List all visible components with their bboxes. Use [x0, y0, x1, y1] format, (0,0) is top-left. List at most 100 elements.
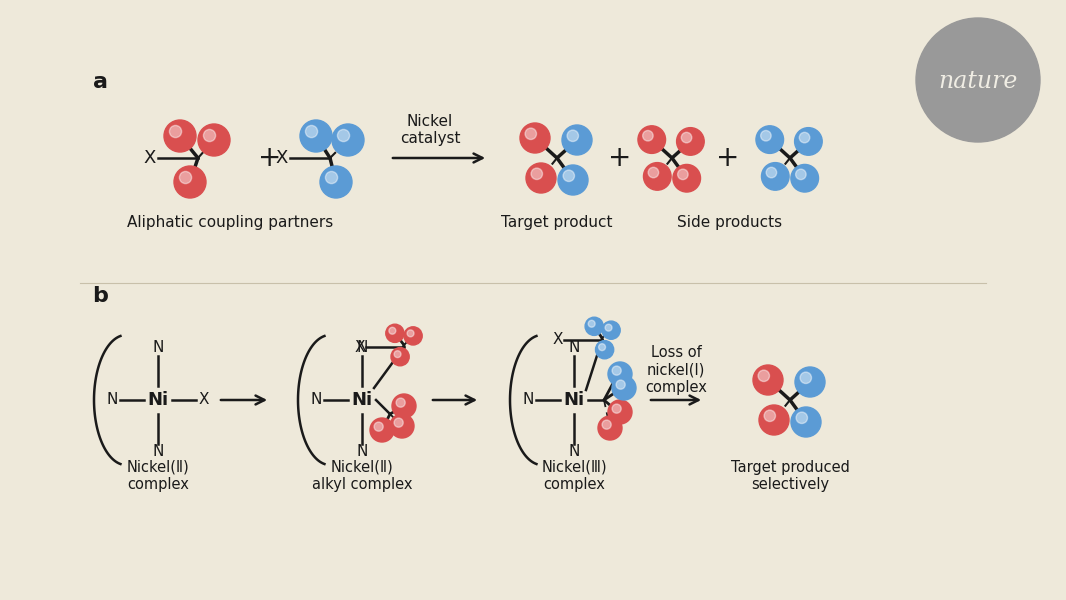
Circle shape: [648, 167, 659, 178]
Circle shape: [643, 130, 653, 141]
Circle shape: [681, 133, 692, 143]
Text: a: a: [93, 72, 108, 92]
Circle shape: [585, 317, 603, 335]
Text: X: X: [553, 332, 563, 347]
Text: N: N: [107, 392, 117, 407]
Circle shape: [753, 365, 784, 395]
Text: Target product: Target product: [501, 214, 613, 229]
Text: N: N: [568, 340, 580, 355]
Circle shape: [392, 394, 416, 418]
Text: Nickel
catalyst: Nickel catalyst: [400, 114, 461, 146]
Text: N: N: [522, 392, 534, 407]
Circle shape: [678, 169, 688, 179]
Text: N: N: [356, 445, 368, 460]
Circle shape: [612, 404, 621, 413]
Circle shape: [404, 327, 422, 345]
Circle shape: [563, 170, 575, 181]
Circle shape: [394, 350, 401, 358]
Circle shape: [520, 123, 550, 153]
Circle shape: [389, 327, 395, 334]
Text: X: X: [355, 340, 366, 355]
Circle shape: [761, 163, 789, 190]
Text: Nickel(Ⅲ)
complex: Nickel(Ⅲ) complex: [542, 460, 607, 492]
Circle shape: [596, 341, 614, 359]
Text: Ni: Ni: [564, 391, 584, 409]
Circle shape: [756, 126, 784, 154]
Circle shape: [608, 362, 632, 386]
Circle shape: [598, 416, 621, 440]
Circle shape: [531, 168, 543, 179]
Circle shape: [795, 367, 825, 397]
Circle shape: [558, 165, 588, 195]
Circle shape: [320, 166, 352, 198]
Text: X: X: [198, 392, 209, 407]
Text: Nickel(Ⅱ)
alkyl complex: Nickel(Ⅱ) alkyl complex: [311, 460, 413, 492]
Circle shape: [300, 120, 332, 152]
Circle shape: [602, 321, 620, 340]
Circle shape: [612, 376, 636, 400]
Circle shape: [612, 366, 621, 375]
Circle shape: [791, 407, 821, 437]
Circle shape: [391, 347, 409, 366]
Circle shape: [796, 412, 808, 424]
Circle shape: [673, 164, 700, 192]
Circle shape: [766, 167, 777, 178]
Circle shape: [394, 418, 403, 427]
Circle shape: [370, 418, 394, 442]
Circle shape: [164, 120, 196, 152]
Circle shape: [608, 400, 632, 424]
Text: +: +: [609, 144, 632, 172]
Circle shape: [198, 124, 230, 156]
Text: N: N: [310, 392, 322, 407]
Text: N: N: [568, 445, 580, 460]
Text: Aliphatic coupling partners: Aliphatic coupling partners: [127, 214, 333, 229]
Circle shape: [169, 125, 181, 137]
Text: X: X: [276, 149, 288, 167]
Circle shape: [616, 380, 625, 389]
Text: +: +: [258, 144, 281, 172]
Circle shape: [644, 163, 672, 190]
Circle shape: [801, 372, 811, 383]
Circle shape: [179, 172, 192, 184]
Circle shape: [759, 405, 789, 435]
Circle shape: [764, 410, 775, 421]
Text: N: N: [152, 445, 164, 460]
Circle shape: [390, 414, 414, 438]
Text: Loss of
nickel(Ⅰ)
complex: Loss of nickel(Ⅰ) complex: [645, 345, 707, 395]
Circle shape: [605, 324, 612, 331]
Circle shape: [325, 172, 338, 184]
Circle shape: [306, 125, 318, 137]
Text: Ni: Ni: [352, 391, 372, 409]
Circle shape: [407, 330, 414, 337]
Circle shape: [567, 130, 579, 142]
Circle shape: [562, 125, 592, 155]
Circle shape: [602, 420, 611, 429]
Text: b: b: [92, 286, 108, 306]
Circle shape: [637, 126, 665, 154]
Circle shape: [204, 130, 215, 142]
Text: Side products: Side products: [677, 214, 782, 229]
Circle shape: [795, 169, 806, 179]
Circle shape: [916, 18, 1040, 142]
Circle shape: [338, 130, 350, 142]
Text: N: N: [356, 340, 368, 355]
Circle shape: [386, 324, 404, 343]
Circle shape: [800, 133, 810, 143]
Circle shape: [526, 163, 556, 193]
Circle shape: [332, 124, 364, 156]
Circle shape: [599, 344, 605, 350]
Text: Ni: Ni: [147, 391, 168, 409]
Circle shape: [794, 128, 822, 155]
Text: Target produced
selectively: Target produced selectively: [730, 460, 850, 492]
Circle shape: [677, 128, 705, 155]
Circle shape: [761, 130, 771, 141]
Circle shape: [397, 398, 405, 407]
Text: X: X: [144, 149, 157, 167]
Circle shape: [791, 164, 819, 192]
Circle shape: [526, 128, 536, 139]
Circle shape: [588, 320, 595, 327]
Text: N: N: [152, 340, 164, 355]
Text: Nickel(Ⅱ)
complex: Nickel(Ⅱ) complex: [127, 460, 190, 492]
Text: nature: nature: [938, 70, 1018, 92]
Circle shape: [374, 422, 383, 431]
